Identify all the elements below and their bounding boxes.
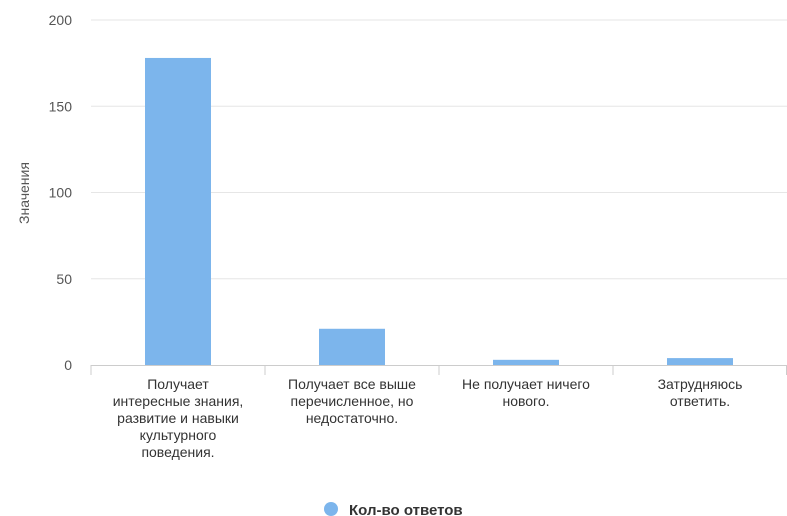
x-category-label: Получает все выше перечисленное, но недост… bbox=[288, 376, 416, 426]
x-category-label: Затрудняюсь ответить. bbox=[658, 376, 743, 409]
x-category-label-line: поведения. bbox=[141, 444, 214, 460]
legend[interactable]: Кол-во ответов bbox=[324, 502, 463, 516]
bar[interactable] bbox=[493, 359, 559, 365]
x-axis-categories: Получает интересные знания, развитие и нав… bbox=[113, 376, 743, 460]
x-category-label-line: Получает bbox=[147, 376, 209, 392]
x-category-label: Получает интересные знания, развитие и нав… bbox=[113, 376, 244, 460]
x-axis bbox=[90, 365, 787, 375]
y-axis-ticks: 0 50 100 150 200 bbox=[49, 12, 73, 373]
bar[interactable] bbox=[667, 358, 733, 365]
y-tick-label: 100 bbox=[49, 185, 73, 201]
legend-marker bbox=[324, 502, 338, 516]
x-category-label-line: Затрудняюсь bbox=[658, 376, 743, 392]
x-category-label-line: культурного bbox=[140, 427, 217, 443]
y-tick-label: 150 bbox=[49, 98, 73, 114]
bar[interactable] bbox=[145, 57, 211, 365]
y-tick-label: 200 bbox=[49, 12, 73, 28]
legend-label: Кол-во ответов bbox=[349, 502, 463, 516]
x-category-label-line: развитие и навыки bbox=[117, 410, 239, 426]
y-axis-title: Значения bbox=[16, 162, 32, 224]
bar[interactable] bbox=[319, 328, 385, 365]
x-category-label-line: ответить. bbox=[670, 393, 730, 409]
x-category-label-line: нового. bbox=[502, 393, 549, 409]
x-category-label-line: Получает все выше bbox=[288, 376, 416, 392]
x-category-label-line: недостаточно. bbox=[306, 410, 398, 426]
x-category-label-line: интересные знания, bbox=[113, 393, 244, 409]
y-tick-label: 0 bbox=[64, 357, 72, 373]
y-tick-label: 50 bbox=[56, 271, 72, 287]
x-category-label-line: перечисленное, но bbox=[291, 393, 414, 409]
x-category-label: Не получает ничего нового. bbox=[462, 376, 590, 409]
x-category-label-line: Не получает ничего bbox=[462, 376, 590, 392]
bars bbox=[145, 57, 733, 365]
